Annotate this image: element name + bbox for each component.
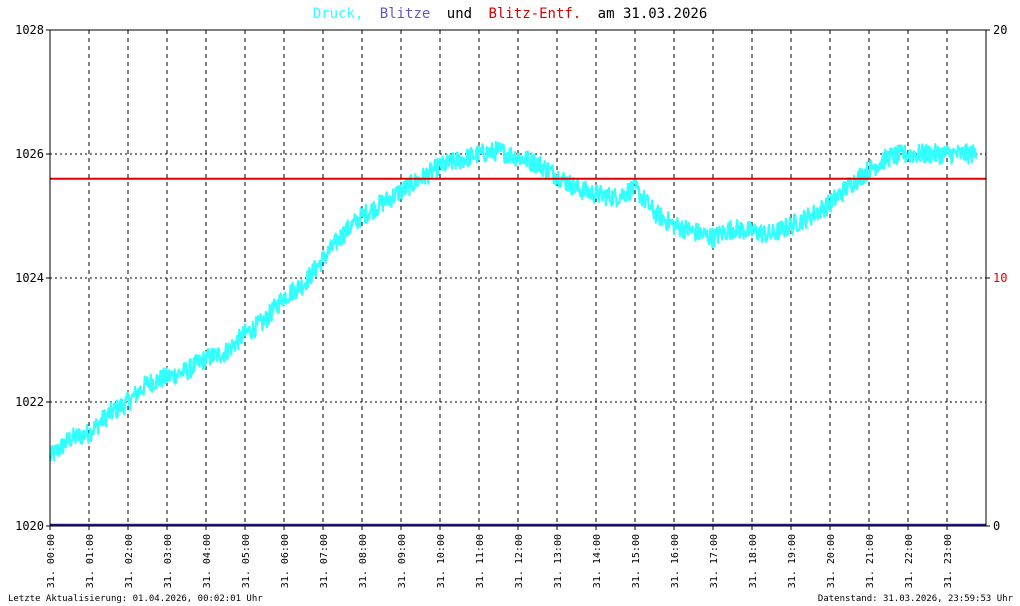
x-tick-label: 31. 10:00 [436, 534, 447, 588]
y-left-tick-label: 1026 [15, 147, 44, 161]
x-tick-label: 31. 17:00 [709, 534, 720, 588]
title-blitz-entf: Blitz-Entf. [489, 6, 582, 22]
x-tick-label: 31. 22:00 [904, 534, 915, 588]
x-tick-label: 31. 00:00 [46, 534, 57, 588]
x-tick-label: 31. 07:00 [319, 534, 330, 588]
x-tick-label: 31. 02:00 [124, 534, 135, 588]
x-tick-label: 31. 14:00 [592, 534, 603, 588]
x-tick-label: 31. 11:00 [475, 534, 486, 588]
series-druck-line [48, 140, 978, 463]
x-tick-label: 31. 23:00 [943, 534, 954, 588]
y-right-tick-label: 10 [993, 271, 1007, 285]
y-right-tick-label: 0 [993, 519, 1000, 533]
x-tick-label: 31. 01:00 [85, 534, 96, 588]
x-tick-label: 31. 05:00 [241, 534, 252, 588]
x-tick-label: 31. 04:00 [202, 534, 213, 588]
x-tick-label: 31. 08:00 [358, 534, 369, 588]
footer-data-status: Datenstand: 31.03.2026, 23:59:53 Uhr [818, 594, 1014, 604]
x-tick-label: 31. 15:00 [631, 534, 642, 588]
x-tick-label: 31. 03:00 [163, 534, 174, 588]
title-blitze: Blitze [380, 6, 431, 22]
x-tick-label: 31. 21:00 [865, 534, 876, 588]
footer: Letzte Aktualisierung: 01.04.2026, 00:02… [8, 594, 1014, 604]
series-layer [48, 140, 986, 527]
y-left-tick-label: 1022 [15, 395, 44, 409]
x-tick-label: 31. 09:00 [397, 534, 408, 588]
y-left-tick-label: 1024 [15, 271, 44, 285]
grid [50, 30, 986, 526]
chart-title: Druck, Blitze und Blitz-Entf. am 31.03.2… [313, 6, 708, 22]
title-date: am 31.03.2026 [598, 6, 708, 22]
y-left-tick-label: 1020 [15, 519, 44, 533]
title-und: und [447, 6, 472, 22]
title-druck: Druck, [313, 6, 364, 22]
x-tick-label: 31. 19:00 [787, 534, 798, 588]
x-tick-label: 31. 16:00 [670, 534, 681, 588]
y-left-tick-label: 1028 [15, 23, 44, 37]
x-tick-label: 31. 20:00 [826, 534, 837, 588]
y-right-tick-label: 20 [993, 23, 1007, 37]
footer-last-update: Letzte Aktualisierung: 01.04.2026, 00:02… [8, 594, 263, 604]
x-tick-label: 31. 06:00 [280, 534, 291, 588]
x-tick-label: 31. 13:00 [553, 534, 564, 588]
x-tick-label: 31. 12:00 [514, 534, 525, 588]
x-tick-label: 31. 18:00 [748, 534, 759, 588]
svg-text:Druck, Blitze und: Druck, Blitze und Blitz-Entf. am 31.03.2… [313, 6, 708, 22]
